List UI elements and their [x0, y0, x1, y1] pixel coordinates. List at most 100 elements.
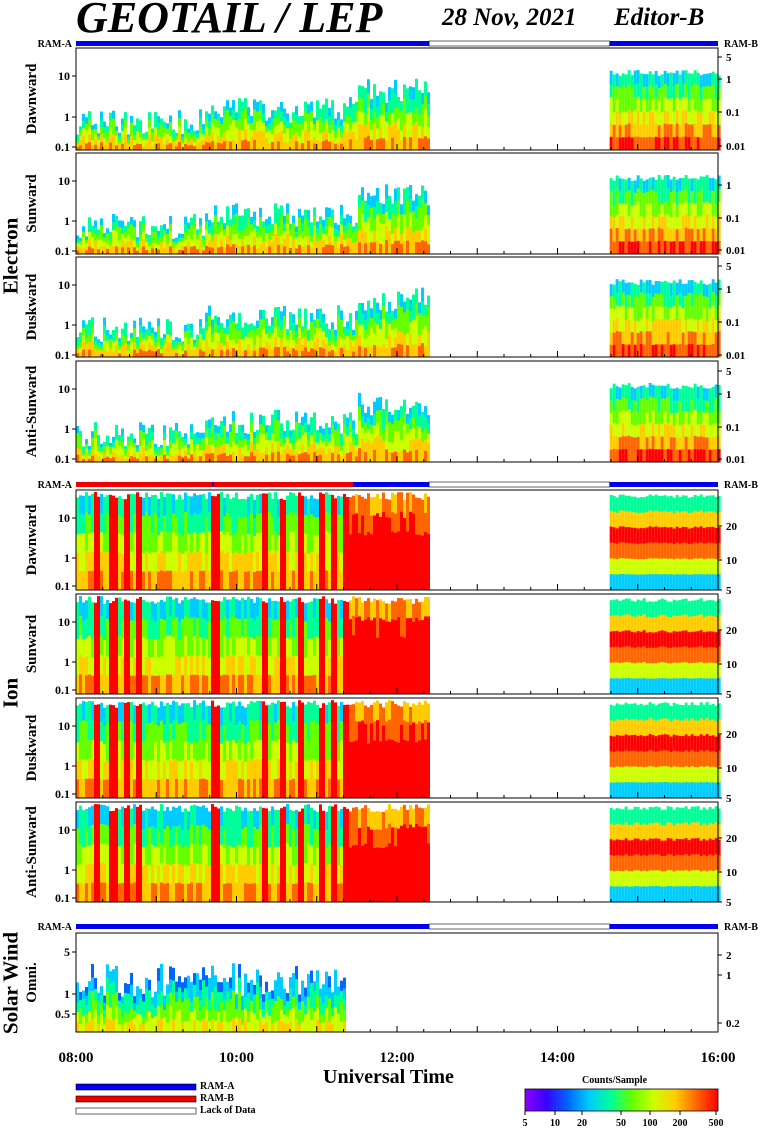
- panel-9-yright-tick-0: 2: [726, 950, 732, 962]
- panel-5-yright-tick-1: 10: [726, 555, 738, 567]
- panel-4-yleft-tick-2: 0.1: [55, 452, 70, 466]
- panel-7-yright-tick-0: 20: [726, 729, 738, 741]
- panel-1: [72, 47, 722, 151]
- legend-ram-b-label: RAM-B: [200, 1093, 234, 1104]
- panel-4-label: Anti-Sunward: [24, 365, 40, 457]
- solar-wind-lack: [428, 923, 610, 930]
- group-label-electron: Electron: [0, 217, 23, 295]
- solar-wind-ram-a: [76, 924, 430, 929]
- panel-6-yleft-tick-0: 10: [58, 615, 70, 629]
- x-tick-label-4: 16:00: [701, 1050, 736, 1066]
- panel-9-label: Omni.: [24, 962, 40, 1003]
- panel-2-yright-tick-0: 1: [726, 180, 732, 192]
- ion-lack: [428, 481, 610, 488]
- legend-ram-a-swatch: [75, 1083, 197, 1091]
- ion-ram-b-1: [214, 482, 353, 487]
- panel-3: [72, 256, 722, 358]
- panel-5-yright-tick-0: 20: [726, 521, 738, 533]
- panel-6-yleft-tick-2: 0.1: [55, 683, 70, 697]
- panel-7-yright-tick-1: 10: [726, 763, 738, 775]
- panel-1-yright-tick-2: 0.1: [726, 107, 740, 119]
- panel-6-yright-tick-0: 20: [726, 625, 738, 637]
- panel-2-yleft-tick-0: 10: [58, 174, 70, 188]
- legend-lack-label: Lack of Data: [200, 1105, 256, 1116]
- colorbar-tick-3: 50: [616, 1118, 626, 1128]
- colorbar-title: Counts/Sample: [582, 1075, 648, 1086]
- panel-1-yleft-tick-2: 0.1: [55, 140, 70, 154]
- panel-5-label: Dawnward: [24, 504, 40, 575]
- colorbar-tick-4: 100: [643, 1118, 658, 1128]
- panel-4-yright-tick-3: 0.01: [726, 454, 745, 466]
- panel-9: [72, 932, 722, 1033]
- electron-lack: [428, 40, 610, 47]
- panel-4: [72, 360, 722, 463]
- panel-8-yleft-tick-2: 0.1: [55, 891, 70, 905]
- x-tick-label-1: 10:00: [219, 1050, 254, 1066]
- panel-9-yleft-tick-1: 1: [64, 987, 70, 1001]
- group-label-solar-wind: Solar Wind: [0, 931, 23, 1035]
- ion-ram-a-label: RAM-A: [38, 480, 73, 491]
- panel-7: [72, 697, 722, 799]
- solar-wind-ram-a-2: [609, 924, 718, 929]
- chart-date: 28 Nov, 2021: [442, 4, 577, 31]
- x-axis-label: Universal Time: [323, 1066, 454, 1088]
- chart-editor: Editor-B: [614, 4, 705, 31]
- panel-9-yleft-tick-0: 5: [64, 945, 70, 959]
- panel-2-label: Sunward: [24, 174, 40, 233]
- panel-3-label: Duskward: [24, 273, 40, 340]
- ion-ram-b-label: RAM-B: [724, 480, 758, 491]
- chart-title: GEOTAIL / LEP: [76, 0, 383, 42]
- panel-2: [72, 152, 722, 255]
- panel-8-yright-tick-1: 10: [726, 867, 738, 879]
- ion-ram-b-0: [76, 482, 213, 487]
- panel-7-yleft-tick-0: 10: [58, 719, 70, 733]
- panel-7-label: Duskward: [24, 714, 40, 781]
- panel-2-yleft-tick-1: 1: [64, 214, 70, 228]
- panel-7-yleft-tick-2: 0.1: [55, 787, 70, 801]
- panel-4-yleft-tick-1: 1: [64, 422, 70, 436]
- panel-8: [72, 801, 722, 903]
- ion-ram-a-2: [609, 482, 718, 487]
- panel-2-yright-tick-1: 0.1: [726, 213, 740, 225]
- panel-1-yright-tick-0: 5: [726, 52, 732, 64]
- panel-2-yleft-tick-2: 0.1: [55, 244, 70, 258]
- panel-8-yright-tick-0: 20: [726, 833, 738, 845]
- panel-1-yleft-tick-0: 10: [58, 69, 70, 83]
- panel-6-yright-tick-1: 10: [726, 659, 738, 671]
- colorbar-tick-2: 20: [577, 1118, 587, 1128]
- panel-9-yleft-tick-2: 0.5: [55, 1007, 70, 1021]
- x-tick-label-0: 08:00: [59, 1050, 94, 1066]
- panel-3-yleft-tick-1: 1: [64, 318, 70, 332]
- panel-7-yright-tick-2: 5: [726, 793, 732, 805]
- panel-3-yleft-tick-2: 0.1: [55, 348, 70, 362]
- panel-8-yright-tick-2: 5: [726, 897, 732, 909]
- panel-4-yright-tick-0: 5: [726, 366, 732, 378]
- colorbar-tick-0: 5: [523, 1118, 528, 1128]
- electron-ram-a-label: RAM-A: [38, 39, 73, 50]
- electron-ram-a-2: [609, 41, 718, 46]
- panel-4-yleft-tick-0: 10: [58, 382, 70, 396]
- x-tick-label-2: 12:00: [380, 1050, 415, 1066]
- panel-1-label: Dawnward: [24, 63, 40, 134]
- colorbar-tick-6: 500: [709, 1118, 724, 1128]
- panel-4-yright-tick-2: 0.1: [726, 422, 740, 434]
- panel-6: [72, 593, 722, 695]
- panel-5-yleft-tick-2: 0.1: [55, 579, 70, 593]
- colorbar-tick-5: 200: [673, 1118, 688, 1128]
- electron-ram-b-label: RAM-B: [724, 39, 758, 50]
- colorbar: [524, 1088, 719, 1112]
- panel-1-yleft-tick-1: 1: [64, 110, 70, 124]
- panel-3-yright-tick-1: 1: [726, 284, 732, 296]
- panel-3-yleft-tick-0: 10: [58, 278, 70, 292]
- legend-lack-swatch: [75, 1107, 197, 1115]
- electron-ram-a: [76, 41, 430, 46]
- panel-5-yleft-tick-0: 10: [58, 511, 70, 525]
- panel-4-yright-tick-1: 1: [726, 389, 732, 401]
- panel-8-yleft-tick-0: 10: [58, 823, 70, 837]
- x-tick-label-3: 14:00: [540, 1050, 575, 1066]
- panel-3-yright-tick-2: 0.1: [726, 317, 740, 329]
- panel-8-label: Anti-Sunward: [24, 806, 40, 898]
- panel-6-yleft-tick-1: 1: [64, 655, 70, 669]
- panel-7-yleft-tick-1: 1: [64, 759, 70, 773]
